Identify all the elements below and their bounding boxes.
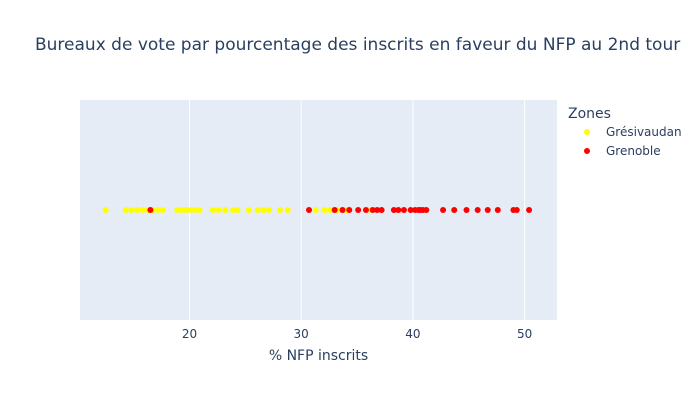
legend-item-label[interactable]: Grésivaudan	[606, 125, 682, 139]
x-axis-label: % NFP inscrits	[269, 348, 368, 364]
point-grenoble[interactable]	[513, 207, 520, 213]
point-grsivaudan[interactable]	[102, 207, 109, 213]
point-grenoble[interactable]	[339, 207, 346, 213]
point-grenoble[interactable]	[400, 207, 407, 213]
point-grenoble[interactable]	[346, 207, 353, 213]
point-grenoble[interactable]	[395, 207, 402, 213]
point-grenoble[interactable]	[355, 207, 362, 213]
point-grsivaudan[interactable]	[174, 207, 181, 213]
point-grenoble[interactable]	[423, 207, 430, 213]
point-grsivaudan[interactable]	[245, 207, 252, 213]
point-grsivaudan[interactable]	[183, 207, 190, 213]
point-grenoble[interactable]	[463, 207, 470, 213]
point-grenoble[interactable]	[362, 207, 369, 213]
point-grenoble[interactable]	[484, 207, 491, 213]
point-grsivaudan[interactable]	[192, 207, 199, 213]
point-grenoble[interactable]	[440, 207, 447, 213]
legend-title: Zones	[568, 106, 611, 122]
point-grsivaudan[interactable]	[128, 207, 135, 213]
point-grsivaudan[interactable]	[222, 207, 229, 213]
point-grenoble[interactable]	[378, 207, 385, 213]
point-grsivaudan[interactable]	[230, 207, 237, 213]
point-grenoble[interactable]	[369, 207, 376, 213]
point-grsivaudan[interactable]	[265, 207, 272, 213]
x-tick-label: 50	[517, 327, 532, 341]
point-grenoble[interactable]	[474, 207, 481, 213]
point-grsivaudan[interactable]	[178, 207, 185, 213]
legend[interactable]: Grésivaudan Grenoble	[584, 125, 682, 158]
point-grenoble[interactable]	[526, 207, 533, 213]
chart-title: Bureaux de vote par pourcentage des insc…	[35, 35, 680, 55]
point-grenoble[interactable]	[451, 207, 458, 213]
point-grsivaudan[interactable]	[159, 207, 166, 213]
point-grenoble[interactable]	[494, 207, 501, 213]
legend-item-label[interactable]: Grenoble	[606, 144, 661, 158]
x-tick-label: 20	[182, 327, 197, 341]
point-grenoble[interactable]	[374, 207, 381, 213]
point-grsivaudan[interactable]	[234, 207, 241, 213]
point-grenoble[interactable]	[147, 207, 154, 213]
point-grsivaudan[interactable]	[284, 207, 291, 213]
point-grsivaudan[interactable]	[321, 207, 328, 213]
point-grsivaudan[interactable]	[260, 207, 267, 213]
point-grsivaudan[interactable]	[209, 207, 216, 213]
point-grsivaudan[interactable]	[187, 207, 194, 213]
point-grsivaudan[interactable]	[133, 207, 140, 213]
point-grsivaudan[interactable]	[327, 207, 334, 213]
legend-marker[interactable]	[584, 148, 590, 154]
x-tick-label: 30	[294, 327, 309, 341]
point-grsivaudan[interactable]	[254, 207, 261, 213]
point-grsivaudan[interactable]	[122, 207, 129, 213]
point-grsivaudan[interactable]	[196, 207, 203, 213]
point-grenoble[interactable]	[407, 207, 414, 213]
point-grenoble[interactable]	[390, 207, 397, 213]
point-grsivaudan[interactable]	[215, 207, 222, 213]
x-tick-label: 40	[405, 327, 420, 341]
point-grsivaudan[interactable]	[139, 207, 146, 213]
x-tick-labels: 20 30 40 50	[182, 327, 532, 341]
legend-marker[interactable]	[584, 129, 590, 135]
point-grsivaudan[interactable]	[155, 207, 162, 213]
point-grenoble[interactable]	[306, 207, 313, 213]
point-grsivaudan[interactable]	[312, 207, 319, 213]
data-points	[102, 207, 533, 213]
point-grenoble[interactable]	[331, 207, 338, 213]
point-grsivaudan[interactable]	[276, 207, 283, 213]
